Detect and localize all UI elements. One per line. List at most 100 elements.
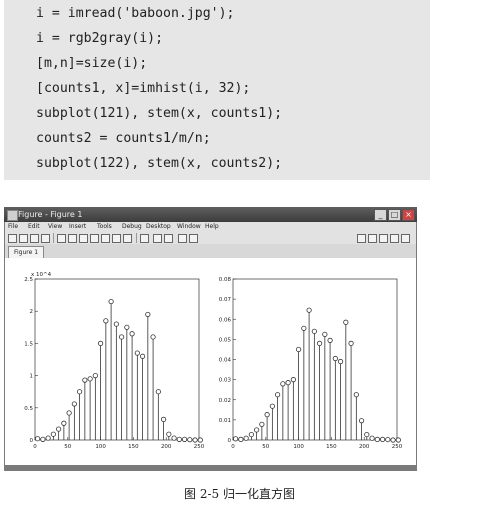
x-tick-label: 200 [359,444,370,450]
menu-file[interactable]: File [8,223,19,230]
menu-insert[interactable]: Insert [69,223,87,230]
figure-app-icon [7,210,18,221]
stem-marker [385,436,391,443]
stem-marker [181,436,188,442]
stem-marker [197,437,203,443]
x-tick-label: 50 [64,444,71,450]
plots-svg: 0 50 100 150 200 250 0 0.5 1 1.5 2 2.5x 10^4 0 50 100 1… [24,272,403,450]
code-line: subplot(121), stem(x, counts1); [36,106,283,121]
zoom-in-icon[interactable] [68,234,77,243]
stem-marker [187,437,193,443]
code-line: [m,n]=size(i); [36,56,148,71]
float-icon[interactable] [390,234,399,243]
close-button[interactable]: × [402,209,415,221]
menu-edit[interactable]: Edit [28,223,40,230]
y-tick-label: 0.08 [219,277,232,283]
menu-debug[interactable]: Debug [122,223,142,230]
stem-marker [395,437,401,443]
edit-plot-icon[interactable] [57,234,66,243]
stem-marker [248,431,254,438]
stem-marker [337,358,344,365]
menu-desktop[interactable]: Desktop [146,223,171,230]
x-tick-label: 0 [33,444,37,450]
axes-frame [34,278,200,441]
y-tick-label: 0.07 [219,297,232,303]
maximize-doc-icon[interactable] [401,234,410,243]
stem-marker [238,436,244,442]
stem-marker [192,437,198,443]
show-plot-tools-icon[interactable] [189,234,198,243]
menu-tools[interactable]: Tools [97,223,112,230]
y-tick-label: 1 [30,374,34,380]
colorbar-icon[interactable] [153,234,162,243]
figure-canvas: 0 50 100 150 200 250 0 0.5 1 1.5 2 2.5 x 10^4 0 50 100 1… [5,258,416,465]
stem-marker [285,380,291,386]
code-line: counts2 = counts1/m/n; [36,131,211,146]
y-tick-label: 0 [228,438,232,444]
layout-top-bottom-icon[interactable] [379,234,388,243]
code-line: [counts1, x]=imhist(i, 32); [36,81,251,96]
layout-left-right-icon[interactable] [368,234,377,243]
stem-marker [82,377,88,383]
stem-marker [390,437,396,443]
toolbar-separator [136,233,137,243]
data-cursor-icon[interactable] [112,234,121,243]
minimize-button[interactable]: _ [374,209,387,221]
stem-marker [71,401,77,407]
stem-marker [364,431,370,438]
stem-marker [322,331,328,337]
axes-2: 0 50 100 150 200 250 0 0.01 0.02 0.03 0.04 0.05 0.06… [219,277,403,450]
y-tick-label: 1.5 [24,341,33,347]
stem-marker [374,436,380,442]
hide-plot-tools-icon[interactable] [178,234,187,243]
stem-marker [306,307,312,313]
stem-marker [269,403,275,409]
brush-icon[interactable] [123,234,132,243]
axes-frame [232,278,398,441]
x-tick-label: 100 [95,444,106,450]
stem-marker [275,392,281,398]
stem-marker [145,311,151,318]
open-file-icon[interactable] [19,234,28,243]
stem-marker [160,416,167,422]
stem-marker [50,431,56,437]
pan-icon[interactable] [90,234,99,243]
menu-view[interactable]: View [48,223,63,230]
y-tick-label: 2.5 [24,277,33,283]
title-bar[interactable]: Figure - Figure 1 _ □ × [4,207,417,222]
print-icon[interactable] [41,234,50,243]
stem-marker [176,436,182,442]
document-bar: Figure 1 [5,244,416,258]
y-tick-label: 0.02 [219,398,231,404]
layout-tile-icon[interactable] [357,234,366,243]
x-tick-label: 100 [293,444,304,450]
tab-figure-1[interactable]: Figure 1 [8,246,44,258]
stem-marker [311,328,317,334]
maximize-button[interactable]: □ [388,209,401,221]
x-tick-label: 250 [392,444,403,450]
stem-marker [118,334,125,340]
stem-marker [301,325,307,331]
stem-marker [56,426,62,432]
stem-marker [348,340,354,347]
y-tick-label: 0.04 [219,358,232,364]
legend-icon[interactable] [164,234,173,243]
stem-marker [155,389,161,395]
save-icon[interactable] [30,234,39,243]
y-tick-label: 2 [30,309,34,315]
menu-bar: File Edit View Insert Tools Debug Deskto… [5,222,416,232]
stem-marker [254,427,260,433]
window-title: Figure - Figure 1 [18,210,83,219]
link-plot-icon[interactable] [140,234,149,243]
stem-marker [92,373,98,379]
y-exponent-label: x 10^4 [31,272,52,278]
zoom-out-icon[interactable] [79,234,88,243]
stem-marker [139,353,146,359]
axes-1: 0 50 100 150 200 250 0 0.5 1 1.5 2 2.5x 10^4 [24,272,204,450]
menu-window[interactable]: Window [177,223,201,230]
new-figure-icon[interactable] [8,234,17,243]
toolbar [5,232,416,244]
menu-help[interactable]: Help [205,223,219,230]
figure-caption: 图 2-5 归一化直方图 [184,487,295,501]
rotate-3d-icon[interactable] [101,234,110,243]
